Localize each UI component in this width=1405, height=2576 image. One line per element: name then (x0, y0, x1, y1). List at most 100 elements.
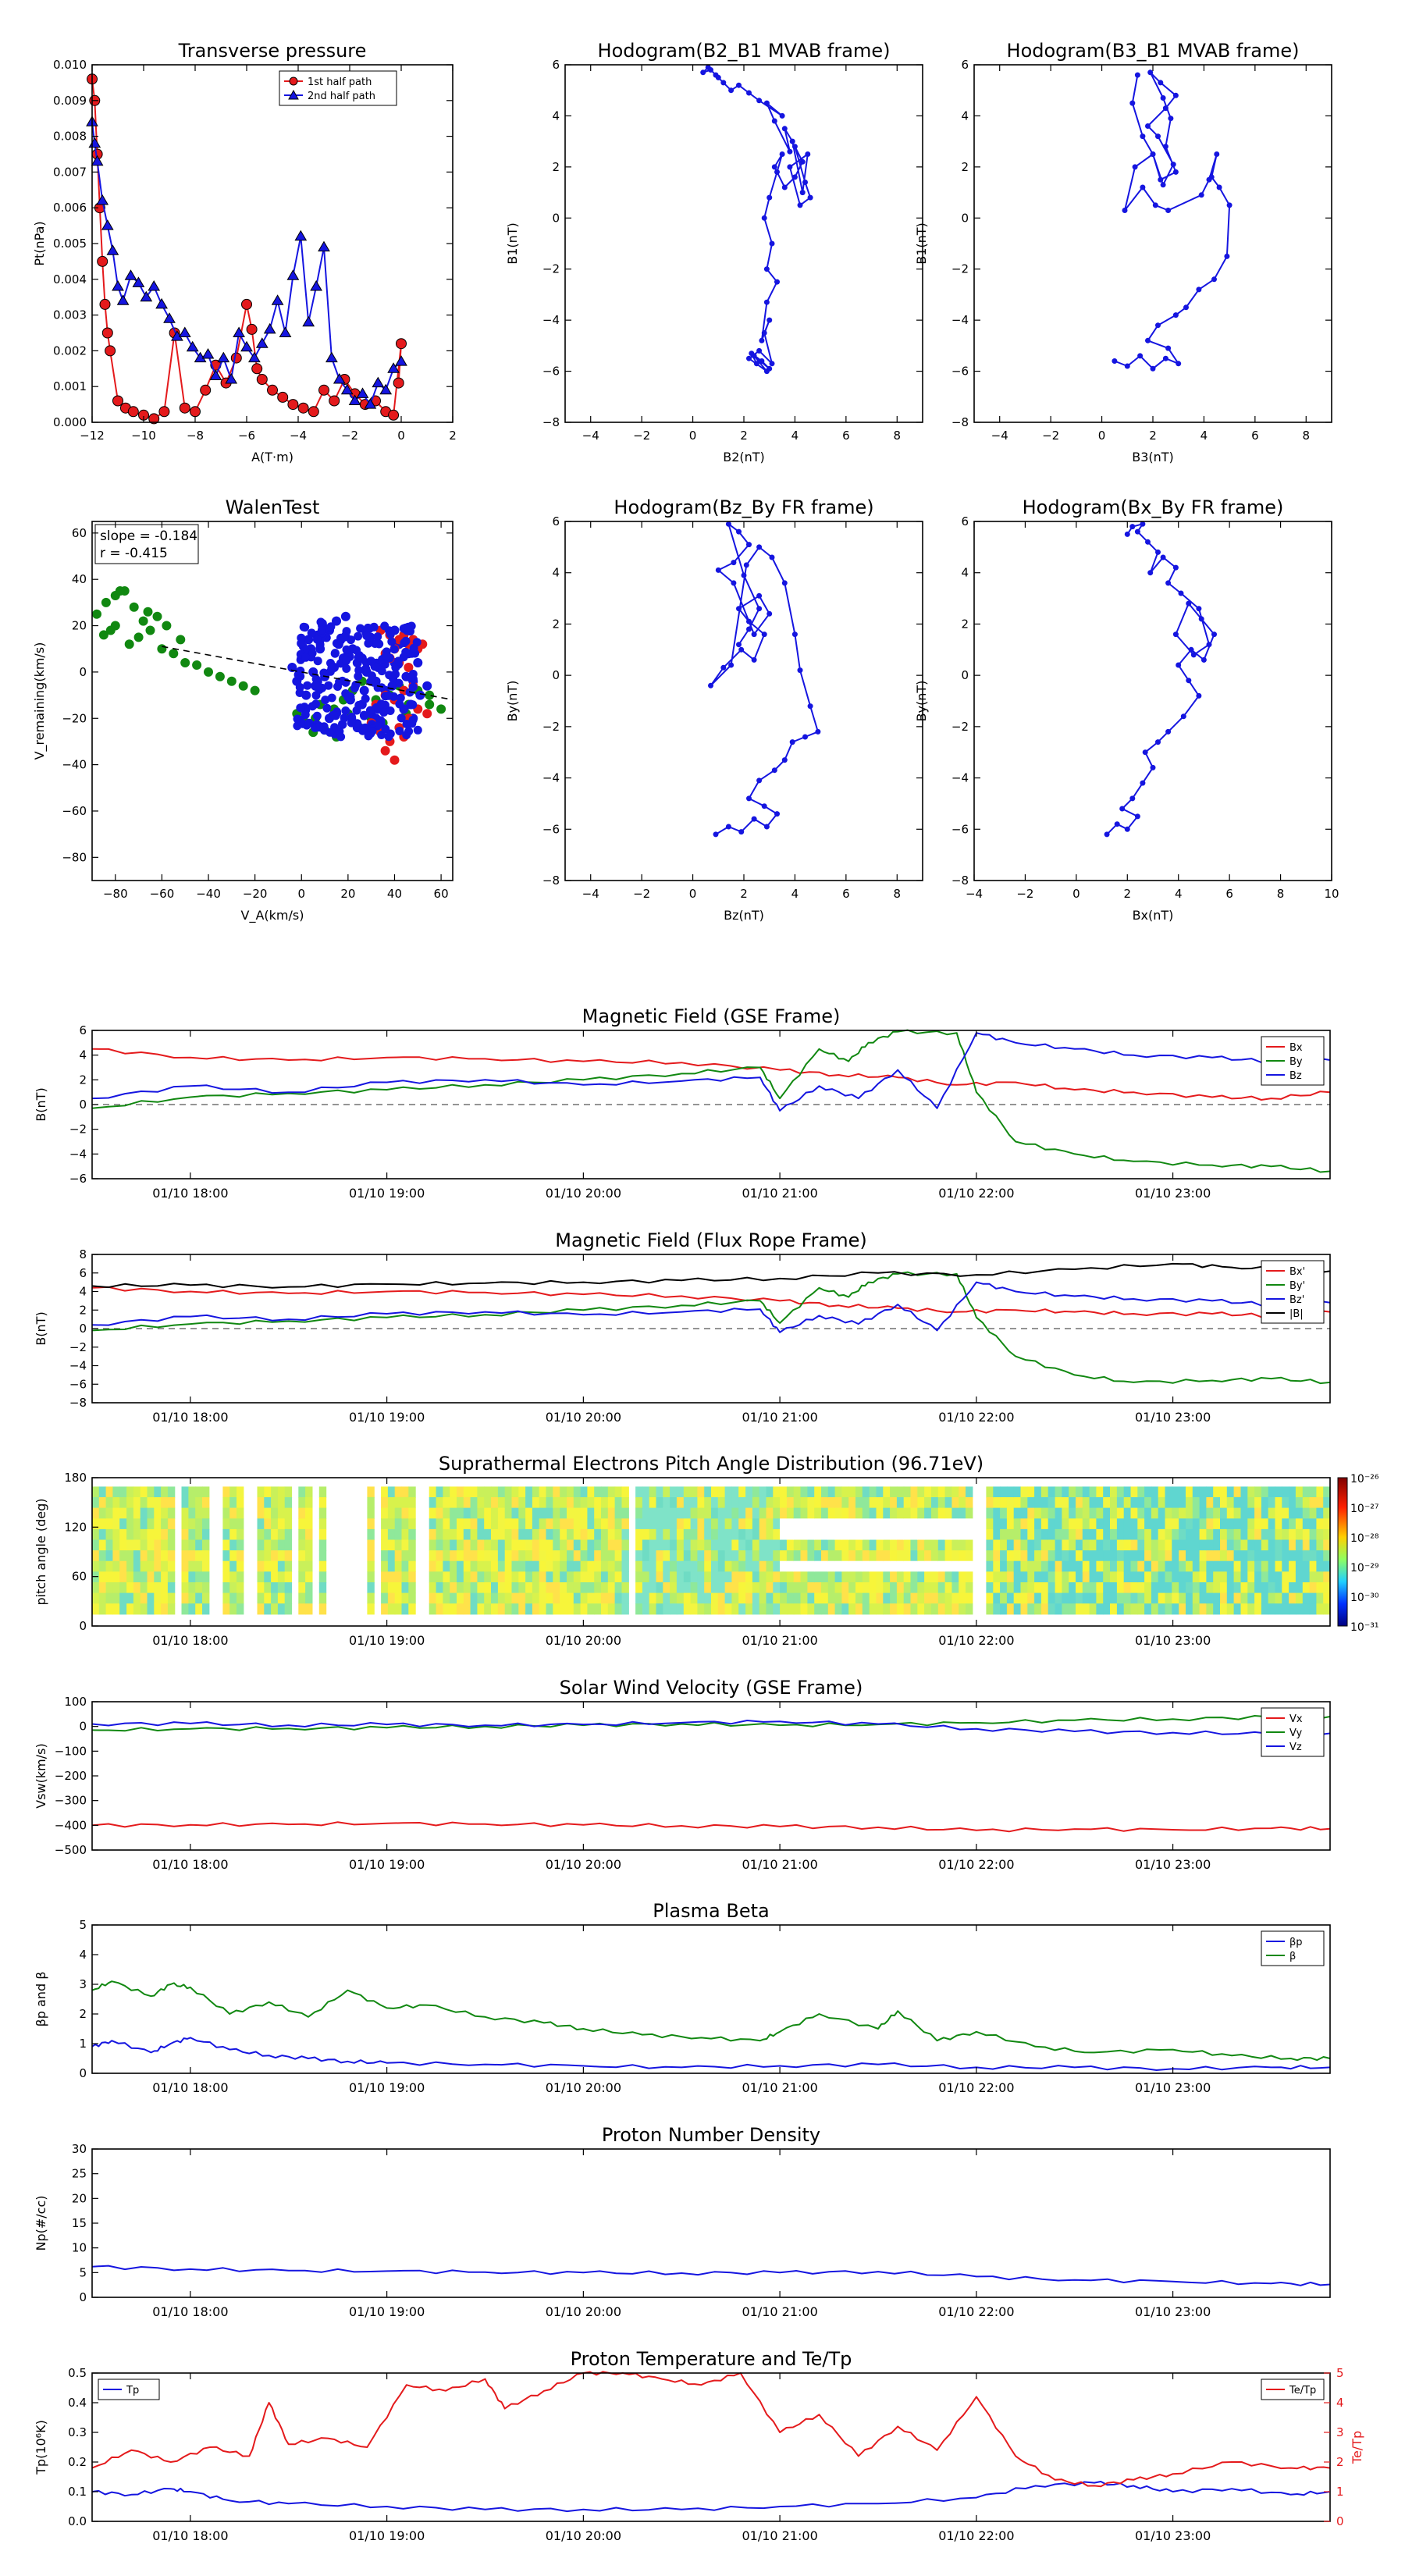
heatmap-cell (910, 1571, 918, 1583)
heatmap-cell (621, 1486, 629, 1498)
heatmap-cell (944, 1560, 952, 1572)
scatter-point-green (192, 660, 202, 670)
heatmap-cell (195, 1507, 203, 1519)
heatmap-cell (717, 1518, 726, 1530)
heatmap-cell (202, 1528, 210, 1541)
heatmap-cell (690, 1486, 698, 1498)
marker-dot (791, 144, 798, 150)
heatmap-cell (1027, 1497, 1035, 1509)
heatmap-cell (704, 1550, 712, 1562)
heatmap-cell (1110, 1518, 1118, 1530)
heatmap-cell (1186, 1507, 1193, 1519)
heatmap-cell (147, 1560, 155, 1572)
heatmap-cell (105, 1571, 113, 1583)
scatter-point-green (133, 632, 144, 642)
heatmap-cell (1316, 1603, 1324, 1615)
marker-dot (1183, 304, 1189, 311)
heatmap-cell (553, 1603, 560, 1615)
heatmap-cell (367, 1582, 375, 1594)
scatter-point-blue (408, 700, 418, 710)
heatmap-cell (827, 1560, 836, 1572)
heatmap-cell (504, 1486, 513, 1498)
heatmap-cell (1006, 1550, 1015, 1562)
heatmap-cell (635, 1497, 643, 1509)
heatmap-cell (690, 1528, 698, 1541)
heatmap-cell (883, 1507, 891, 1519)
heatmap-cell (560, 1497, 567, 1509)
heatmap-cell (436, 1497, 443, 1509)
heatmap-cell (1240, 1582, 1248, 1594)
heatmap-cell (1082, 1550, 1090, 1562)
heatmap-cell (188, 1571, 196, 1583)
scatter-point-green (145, 625, 155, 635)
heatmap-cell (450, 1550, 457, 1562)
heatmap-cell (1110, 1486, 1118, 1498)
heatmap-cell (821, 1560, 829, 1572)
y-tick-label: 0.006 (53, 201, 87, 215)
heatmap-cell (937, 1539, 946, 1551)
heatmap-cell (663, 1560, 670, 1572)
heatmap-cell (546, 1550, 553, 1562)
heatmap-cell (896, 1507, 905, 1519)
heatmap-cell (670, 1507, 678, 1519)
heatmap-cell (931, 1518, 939, 1530)
heatmap-cell (834, 1550, 842, 1562)
heatmap-cell (264, 1560, 272, 1572)
heatmap-cell (470, 1603, 478, 1615)
heatmap-cell (1040, 1518, 1049, 1530)
scatter-point-blue (304, 718, 314, 728)
heatmap-cell (140, 1592, 148, 1604)
heatmap-cell (848, 1539, 856, 1551)
heatmap-cell (917, 1571, 925, 1583)
y-tick-label: 0.007 (53, 165, 87, 179)
marker-dot (1162, 355, 1168, 361)
heatmap-cell (1082, 1603, 1090, 1615)
heatmap-cell (532, 1582, 540, 1594)
scatter-point-blue (361, 664, 371, 674)
scatter-point-blue (318, 619, 327, 628)
heatmap-cell (1006, 1582, 1015, 1594)
heatmap-cell (463, 1571, 471, 1583)
heatmap-cell (724, 1560, 732, 1572)
x-tick-label: 2 (740, 887, 748, 901)
heatmap-cell (834, 1507, 842, 1519)
heatmap-cell (1144, 1571, 1152, 1583)
heatmap-cell (436, 1550, 443, 1562)
y-tick-label: 5 (79, 1918, 87, 1932)
marker-triangle (148, 280, 161, 291)
heatmap-cell (1006, 1571, 1015, 1583)
scatter-point-green (180, 658, 190, 667)
heatmap-cell (1206, 1550, 1214, 1562)
heatmap-cell (1240, 1528, 1248, 1541)
marker-dot (799, 158, 806, 165)
heatmap-cell (1179, 1592, 1186, 1604)
heatmap-cell (470, 1592, 478, 1604)
heatmap-cell (567, 1486, 574, 1498)
y-tick-label: 0 (552, 211, 560, 225)
heatmap-cell (1096, 1507, 1104, 1519)
y-tick-label: −4 (69, 1147, 87, 1161)
marker-dot (1155, 133, 1161, 140)
heatmap-cell (202, 1486, 210, 1498)
heatmap-cell (381, 1497, 389, 1509)
heatmap-cell (993, 1518, 1001, 1530)
marker-dot (756, 98, 763, 104)
marker-dot (1198, 616, 1204, 622)
heatmap-cell (1027, 1528, 1035, 1541)
x-tick-label: 01/10 22:00 (938, 1633, 1014, 1648)
heatmap-cell (890, 1571, 898, 1583)
heatmap-cell (1289, 1592, 1297, 1604)
heatmap-cell (876, 1571, 884, 1583)
heatmap-cell (1103, 1592, 1111, 1604)
heatmap-cell (222, 1550, 230, 1562)
y-tick-label: 0.001 (53, 379, 87, 393)
heatmap-cell (1151, 1592, 1159, 1604)
heatmap-cell (98, 1507, 107, 1519)
heatmap-cell (573, 1582, 582, 1594)
heatmap-cell (1069, 1528, 1076, 1541)
heatmap-cell (580, 1560, 588, 1572)
heatmap-cell (504, 1582, 513, 1594)
heatmap-cell (1179, 1571, 1186, 1583)
heatmap-cell (724, 1571, 732, 1583)
heatmap-cell (167, 1550, 176, 1562)
